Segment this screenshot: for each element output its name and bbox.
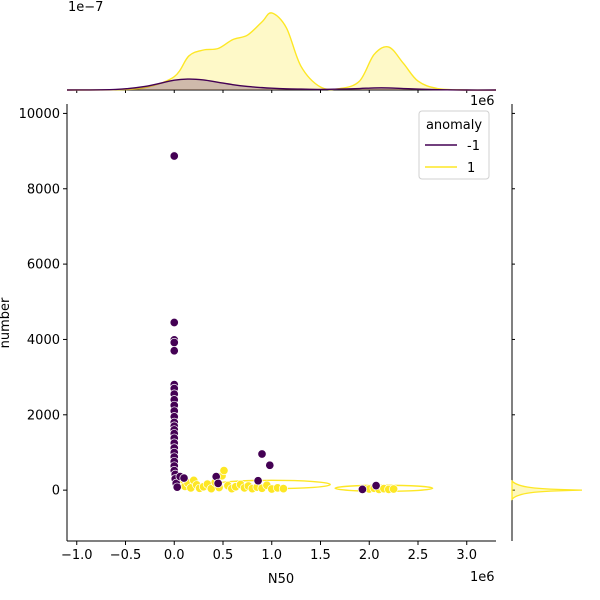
scatter-point	[278, 484, 288, 494]
y-tick-label: 4000	[27, 333, 60, 348]
x-tick-label: 2.5	[408, 548, 429, 563]
top-marginal-kde	[66, 12, 497, 93]
x-tick-label: 1.5	[310, 548, 331, 563]
x-tick-label: 0.5	[213, 548, 234, 563]
scatter-point	[389, 484, 399, 494]
x-tick-label: 1.0	[261, 548, 282, 563]
legend: anomaly -1 1	[418, 110, 490, 180]
tick-labels: −1.0 −0.5 0.0 0.5 1.0 1.5 2.0 2.5 3.0 0 2000 4000 60…	[19, 107, 477, 563]
scatter-point	[213, 478, 223, 488]
x-tick-label: −1.0	[61, 548, 93, 563]
scatter-point	[172, 482, 182, 492]
legend-title: anomaly	[426, 118, 482, 133]
scatter-point	[265, 460, 275, 470]
legend-label-neg1: -1	[467, 139, 480, 154]
top-kde-line	[66, 78, 497, 91]
scatter-point	[169, 337, 179, 348]
x-offset-label: 1e6	[470, 570, 495, 585]
x-axis-label: N50	[268, 572, 294, 587]
scatter-point	[169, 346, 179, 356]
scatter-points	[169, 151, 399, 494]
top-kde-fill	[67, 12, 496, 91]
scatter-point	[169, 151, 179, 161]
main-axes	[63, 104, 496, 545]
y-tick-label: 6000	[27, 258, 60, 273]
y-tick-label: 0	[52, 484, 60, 499]
scatter-point	[357, 484, 367, 494]
y-tick-label: 8000	[27, 182, 60, 197]
scatter-point	[179, 473, 189, 483]
x-tick-label: 2.0	[359, 548, 380, 563]
x-tick-label: −0.5	[110, 548, 142, 563]
top-kde-line	[66, 12, 497, 91]
scatter-point	[219, 466, 229, 476]
y-tick-label: 2000	[27, 408, 60, 423]
right-offset-label: 1e6	[470, 94, 495, 109]
legend-label-pos1: 1	[467, 161, 475, 176]
top-offset-label: 1e−7	[68, 0, 103, 15]
y-tick-label: 10000	[19, 107, 60, 122]
right-kde-curve	[511, 479, 583, 501]
y-axis-label: number	[0, 297, 13, 348]
scatter-point	[371, 481, 381, 491]
scatter-point	[253, 476, 263, 486]
x-tick-label: 3.0	[456, 548, 477, 563]
scatter-point	[257, 449, 267, 459]
scatter-point	[169, 317, 179, 328]
top-kde-fill	[67, 79, 496, 91]
right-marginal-kde	[511, 104, 583, 541]
x-tick-label: 0.0	[164, 548, 185, 563]
